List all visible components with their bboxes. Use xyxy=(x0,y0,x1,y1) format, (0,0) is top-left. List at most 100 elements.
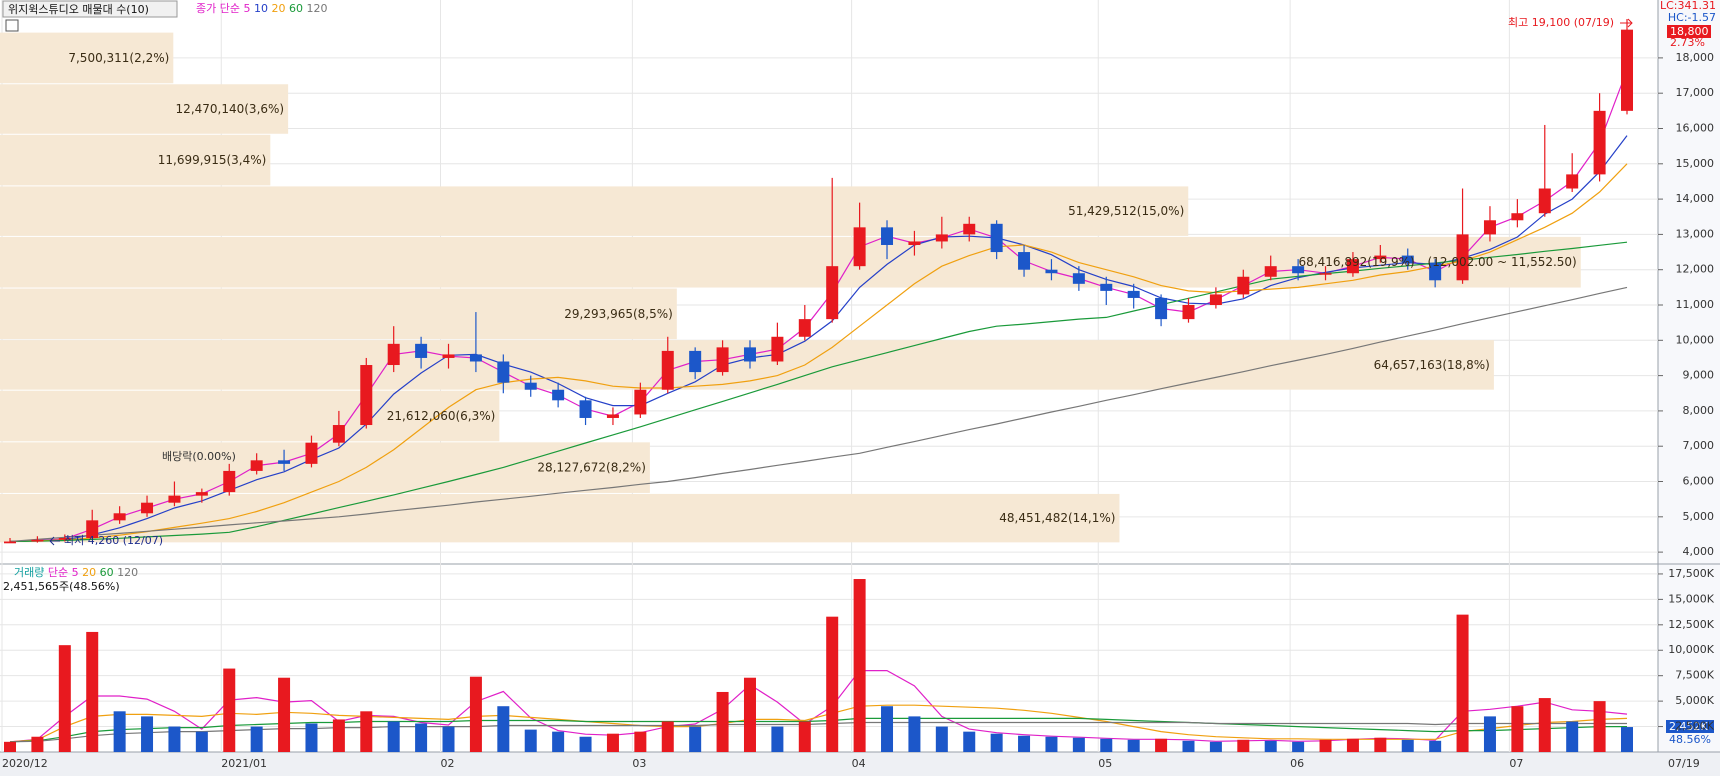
y-tick-label: 18,000 xyxy=(1676,51,1715,64)
y-tick-label: 6,000 xyxy=(1683,475,1715,488)
candle-body xyxy=(1401,255,1414,263)
candle-body xyxy=(1209,294,1222,306)
volume-profile-bar xyxy=(0,236,1581,288)
y-tick-label: 13,000 xyxy=(1676,227,1715,240)
volume-bar xyxy=(1566,721,1579,752)
legend-entry: 60 xyxy=(289,2,303,15)
candle-body xyxy=(1237,276,1250,295)
candle-body xyxy=(606,414,619,418)
x-tick-label: 03 xyxy=(632,757,646,770)
volume-bar xyxy=(387,721,400,752)
volume-bar xyxy=(113,711,126,752)
dividend-annotation: 배당락(0.00%) xyxy=(162,450,236,463)
legend-entry: 10 xyxy=(254,2,268,15)
x-axis-band xyxy=(0,752,1720,776)
volume-bar xyxy=(743,677,756,752)
candle-body xyxy=(1127,290,1140,298)
legend-entry: 5 xyxy=(243,2,250,15)
volume-bar xyxy=(415,723,428,752)
volume-bar xyxy=(1100,738,1113,752)
volume-profile-label: 21,612,060(6,3%) xyxy=(387,409,496,423)
x-tick-label: 07/19 xyxy=(1668,757,1700,770)
volume-bar xyxy=(990,733,1003,752)
volume-bar xyxy=(1374,737,1387,752)
candle-body xyxy=(360,365,373,426)
volume-bar xyxy=(332,719,345,752)
y-tick-label: 11,000 xyxy=(1676,298,1715,311)
candle-body xyxy=(853,227,866,267)
y-tick-label: 17,000 xyxy=(1676,86,1715,99)
candle-body xyxy=(497,361,510,383)
volume-profile-label: 64,657,163(18,8%) xyxy=(1374,358,1490,372)
volume-bar xyxy=(1456,614,1469,752)
volume-title: 거래량 xyxy=(14,566,44,579)
candle-body xyxy=(141,502,154,514)
candle-body xyxy=(798,319,811,337)
candle-body xyxy=(1072,273,1085,284)
legend-label: 단순 xyxy=(48,566,68,579)
x-tick-label: 07 xyxy=(1509,757,1523,770)
candle-body xyxy=(1182,305,1195,320)
low-annotation: 최저 4,260 (12/07) xyxy=(64,534,163,547)
y-tick-label: 10,000 xyxy=(1676,333,1715,346)
volume-bar xyxy=(250,726,263,752)
price-legend: 종가 단순 5 10 20 60 120 xyxy=(196,2,327,15)
candle-body xyxy=(58,537,71,540)
volume-bar xyxy=(524,729,537,752)
volume-bar xyxy=(1182,740,1195,752)
legend-entry: 60 xyxy=(100,566,114,579)
volume-bar xyxy=(689,726,702,752)
candle-body xyxy=(1593,110,1606,175)
candle-body xyxy=(634,389,647,415)
volume-bar xyxy=(1511,706,1524,752)
low-arrow xyxy=(49,536,60,546)
candle-body xyxy=(1018,252,1031,270)
volume-profile-bar xyxy=(0,32,174,84)
y-tick-label: 16,000 xyxy=(1676,121,1715,134)
volume-profile-label: 68,416,892(19,9%) xyxy=(1299,255,1415,269)
volume-bar xyxy=(4,741,16,752)
y-tick-label: 5,000K xyxy=(1675,694,1714,707)
volume-bar xyxy=(1127,739,1140,752)
y-tick-label: 14,000 xyxy=(1676,192,1715,205)
x-tick-label: 05 xyxy=(1098,757,1112,770)
chart-title: 위지윅스튜디오 매물대 수(10) xyxy=(8,3,149,16)
volume-bar xyxy=(58,645,71,752)
candle-layer xyxy=(4,19,1633,752)
candle-body xyxy=(1292,266,1305,274)
candle-body xyxy=(168,495,181,503)
x-tick-label: 04 xyxy=(852,757,866,770)
legend-entry: 20 xyxy=(271,2,285,15)
volume-bar xyxy=(168,726,181,752)
candle-body xyxy=(387,343,400,366)
volume-profile-bar xyxy=(0,442,650,493)
volume-bar xyxy=(881,706,894,752)
high-annotation: 최고 19,100 (07/19) xyxy=(1508,16,1614,29)
candle-body xyxy=(990,223,1003,253)
volume-bar xyxy=(826,616,839,752)
candle-body xyxy=(935,234,948,242)
candle-body xyxy=(113,513,126,521)
candle-body xyxy=(1346,259,1359,274)
candle-body xyxy=(1566,174,1579,189)
volume-bar xyxy=(1018,735,1031,752)
candle-body xyxy=(442,354,455,358)
volume-bar xyxy=(1346,738,1359,752)
moving-average-line xyxy=(9,286,1628,543)
candle-body xyxy=(1511,213,1524,221)
volume-bar xyxy=(908,716,921,752)
legend-entry: 120 xyxy=(117,566,138,579)
lc-label: LC:341.31 xyxy=(1660,0,1716,12)
candle-body xyxy=(415,343,428,358)
volume-profile-label: 7,500,311(2,2%) xyxy=(68,51,169,65)
right-axis-panel xyxy=(1658,0,1720,776)
volume-bar xyxy=(1237,739,1250,752)
candle-body xyxy=(1456,234,1469,281)
candle-body xyxy=(250,460,263,471)
volume-profile-label: 11,699,915(3,4%) xyxy=(158,153,267,167)
table-icon[interactable] xyxy=(5,19,19,32)
moving-average-line xyxy=(9,163,1628,543)
price-label: 18,800 xyxy=(1670,25,1709,38)
candle-body xyxy=(1264,266,1277,277)
